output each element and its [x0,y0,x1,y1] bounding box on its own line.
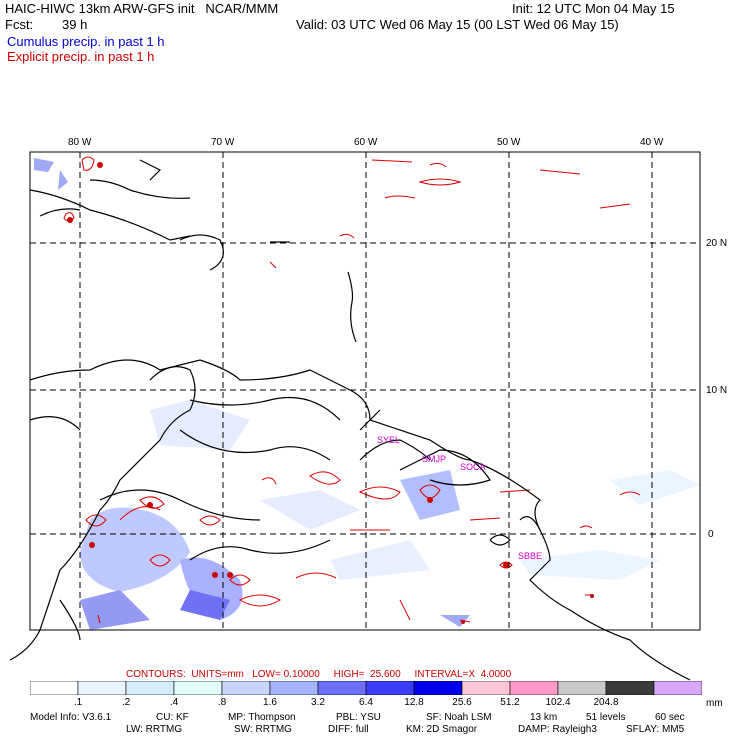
colorbar-label: 25.6 [452,697,472,708]
lon-label-70w: 70 W [211,137,235,148]
colorbar-swatch [653,681,702,695]
explicit-precip-contours [63,156,641,624]
colorbar-label: 12.8 [404,697,424,708]
colorbar-swatch [317,681,367,695]
coastline [9,159,691,681]
lon-label-60w: 60 W [354,137,378,148]
cumulus-precip-layer [34,158,700,630]
model-info-version: Model Info: V3.6.1 [30,712,112,723]
station-sbbe: SBBE [518,551,543,561]
model-info-resolution: 13 km [530,712,558,723]
forecast-label: Fcst: [5,17,34,32]
colorbar-swatch [413,681,463,695]
lon-label-40w: 40 W [640,137,664,148]
colorbar-swatch [221,681,271,695]
model-info-mp: MP: Thompson [228,712,296,723]
station-smjp: SMJP [422,454,447,464]
lat-label-0: 0 [708,529,714,540]
colorbar-swatch [269,681,319,695]
colorbar-label: .8 [217,697,227,708]
colorbar-label: .4 [169,697,179,708]
contour-info: CONTOURS: UNITS=mm LOW= 0.10000 HIGH= 25… [126,669,512,680]
model-info-levels: 51 levels [586,712,626,723]
colorbar-swatch [125,681,175,695]
model-info-sflay: SFLAY: MM5 [626,724,685,735]
model-info-sf: SF: Noah LSM [426,712,492,723]
legend-explicit: Explicit precip. in past 1 h [7,49,155,64]
colorbar-label: 3.2 [311,697,325,708]
station-syel: SYEL [377,435,401,445]
colorbar-label: .1 [73,697,83,708]
model-info-timestep: 60 sec [655,712,685,723]
colorbar-swatch [509,681,559,695]
colorbar-unit: mm [706,698,723,709]
colorbar-label: 204.8 [593,697,619,708]
colorbar-label: 6.4 [359,697,373,708]
colorbar-label: .2 [121,697,131,708]
legend-cumulus: Cumulus precip. in past 1 h [7,34,165,49]
heavy-precip-cores [67,162,594,624]
forecast-hour: 39 h [62,17,88,32]
lon-label-80w: 80 W [68,137,92,148]
colorbar-label: 51.2 [500,697,520,708]
init-time: Init: 12 UTC Mon 04 May 15 [512,1,675,16]
colorbar-label: 102.4 [545,697,571,708]
model-info-diff: DIFF: full [328,724,369,735]
map-frame [29,151,701,631]
valid-time: Valid: 03 UTC Wed 06 May 15 (00 LST Wed … [296,17,619,32]
lat-label-10n: 10 N [706,385,728,396]
model-info-cu: CU: KF [156,712,189,723]
lon-label-50w: 50 W [497,137,521,148]
colorbar-label: 1.6 [263,697,277,708]
colorbar [30,681,702,695]
colorbar-swatch [77,681,127,695]
colorbar-swatch [605,681,655,695]
lat-label-20n: 20 N [706,238,728,249]
model-info-sw: SW: RRTMG [234,724,292,735]
plot-title: HAIC-HIWC 13km ARW-GFS init NCAR/MMM [5,1,279,16]
model-info-km: KM: 2D Smagor [406,724,478,735]
colorbar-swatch [461,681,511,695]
colorbar-swatch [30,681,79,695]
colorbar-swatch [173,681,223,695]
model-info-lw: LW: RRTMG [126,724,183,735]
station-soca: SOCA [460,462,486,472]
model-info-pbl: PBL: YSU [336,712,381,723]
graticule [30,152,700,630]
colorbar-swatch [365,681,415,695]
model-info-damp: DAMP: Rayleigh3 [518,724,597,735]
colorbar-swatch [557,681,607,695]
